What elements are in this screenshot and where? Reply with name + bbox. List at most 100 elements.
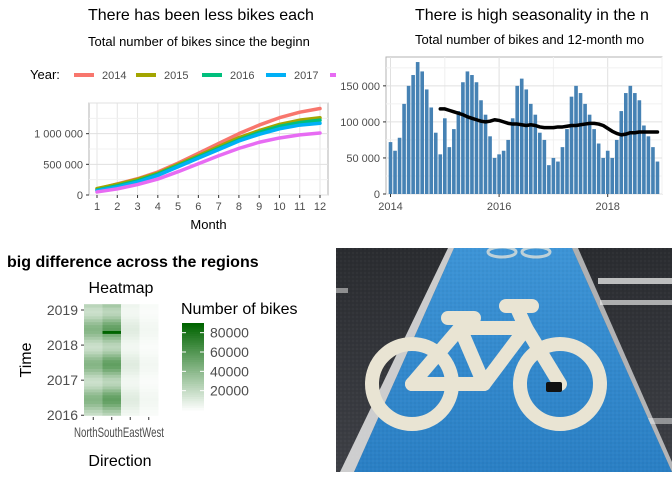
x-tick-label: 2016 (487, 201, 511, 213)
heatmap-cell (121, 409, 140, 413)
heatmap-cell (84, 345, 103, 349)
legend-gradient-step (182, 368, 204, 372)
legend-label: 2014 (102, 70, 126, 82)
heatmap-cell (102, 374, 122, 378)
heatmap-cell (84, 377, 103, 381)
bar (519, 78, 524, 194)
legend-tick-label: 40000 (210, 363, 249, 379)
heatmap-cell (139, 321, 159, 326)
bar (474, 82, 479, 194)
heatmap-cell (102, 310, 122, 314)
heatmap-cell (139, 312, 159, 317)
x-axis-title: Month (190, 217, 226, 232)
heatmap-cell (84, 371, 103, 375)
heatmap-cell (84, 350, 103, 355)
heatmap-cell (102, 380, 122, 384)
legend-gradient-step (182, 396, 204, 400)
heatmap-cell (84, 327, 103, 331)
bar (623, 93, 628, 194)
bar (461, 82, 465, 194)
heatmap-cell (121, 386, 140, 390)
heatmap-cell (121, 394, 140, 399)
heatmap-cell (84, 342, 103, 346)
heatmap-cell (121, 400, 140, 405)
heatmap-cell (139, 380, 159, 384)
heatmap-cell (102, 339, 122, 343)
heatmap-cell (121, 368, 140, 372)
bar (456, 111, 461, 194)
bar (547, 165, 551, 194)
bar (560, 147, 565, 194)
legend-gradient-step (182, 383, 204, 387)
legend-gradient-step (182, 394, 204, 398)
heatmap-cell (139, 324, 159, 329)
bar (442, 118, 447, 194)
y-tick-label: 2018 (47, 337, 78, 353)
heatmap-cell (84, 333, 103, 337)
x-tick-label: 11 (294, 201, 305, 213)
legend-gradient-step (182, 351, 204, 354)
bar (605, 150, 610, 194)
bar (601, 157, 605, 194)
heatmap-cell (102, 397, 122, 402)
legend-gradient-step (182, 340, 204, 344)
heatmap-cell (139, 359, 159, 364)
heatmap-cell (102, 365, 122, 369)
legend-gradient-step (182, 331, 204, 335)
heatmap-cell (84, 315, 103, 320)
bar (533, 114, 538, 194)
heatmap-cell (84, 412, 103, 416)
legend-title: Number of bikes (181, 301, 298, 318)
heatmap-cell (102, 307, 122, 311)
heatmap-cell (102, 333, 122, 337)
heatmap-cell (84, 304, 103, 308)
legend-gradient-step (182, 357, 204, 361)
legend-gradient-step (182, 375, 204, 378)
bar (583, 103, 587, 194)
heatmap-cell (102, 342, 122, 346)
heatmap-cell (139, 409, 159, 413)
bar (637, 100, 642, 194)
heatmap-cell (139, 345, 159, 349)
heatmap-cell (84, 339, 103, 343)
heatmap-cell (121, 374, 140, 378)
heatmap-cell (139, 403, 159, 407)
heatmap-cell (121, 350, 140, 355)
bike-lane-photo (336, 248, 672, 472)
seasonality-chart-panel: There is high seasonality in the n Total… (336, 0, 672, 240)
bar (551, 157, 556, 194)
heatmap-cell (84, 330, 103, 334)
bar (542, 139, 547, 194)
heatmap-cell (139, 333, 159, 337)
heatmap-cell (84, 368, 103, 372)
bar (515, 85, 520, 194)
heatmap-cell (84, 365, 103, 369)
legend-gradient-step (182, 390, 204, 394)
bar (556, 161, 560, 194)
x-tick-label: 2018 (595, 201, 619, 213)
heatmap-cell (139, 330, 159, 334)
legend-gradient-step (182, 346, 204, 350)
legend-gradient-step (182, 377, 204, 381)
x-tick-label: 9 (256, 201, 262, 213)
bar (470, 75, 474, 194)
heatmap-cell (84, 321, 103, 326)
bar (424, 89, 429, 194)
heatmap-cell (102, 409, 122, 413)
heatmap-cell (121, 359, 140, 364)
heatmap-cell (121, 336, 140, 340)
legend-gradient-step (182, 370, 204, 374)
chart1-subtitle: Total number of bikes since the beginn (88, 34, 310, 49)
y-tick-label: 500 000 (43, 159, 83, 171)
heatmap-cell (84, 336, 103, 340)
bar (596, 143, 601, 194)
heatmap-cell (121, 318, 140, 323)
bar (411, 75, 415, 194)
x-axis-title: Direction (88, 453, 151, 470)
y-tick-label: 2017 (47, 372, 78, 388)
legend-gradient-step (182, 373, 204, 376)
heatmap-cell (139, 315, 159, 320)
y-tick-label: 1 000 000 (34, 129, 83, 141)
heatmap-cell (121, 397, 140, 402)
series-line-other (95, 131, 322, 194)
